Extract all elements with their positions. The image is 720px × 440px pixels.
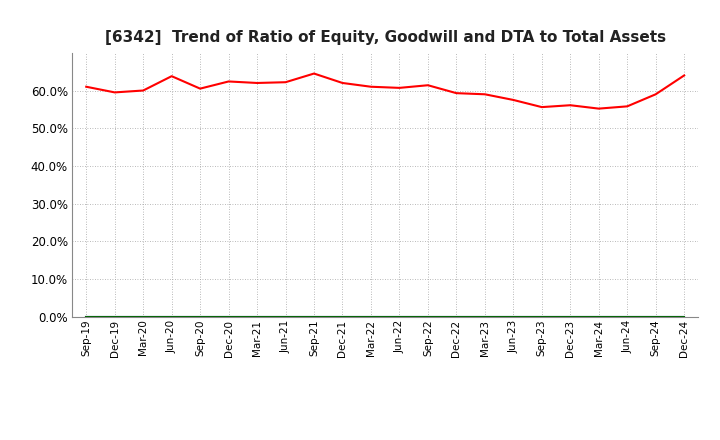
Equity xyxy=(282,80,290,85)
Equity xyxy=(652,92,660,97)
Goodwill xyxy=(167,314,176,319)
Goodwill xyxy=(225,314,233,319)
Goodwill xyxy=(680,314,688,319)
Deferred Tax Assets xyxy=(652,314,660,319)
Goodwill xyxy=(595,314,603,319)
Goodwill xyxy=(366,314,375,319)
Deferred Tax Assets xyxy=(282,314,290,319)
Goodwill xyxy=(652,314,660,319)
Deferred Tax Assets xyxy=(82,314,91,319)
Goodwill xyxy=(110,314,119,319)
Deferred Tax Assets xyxy=(480,314,489,319)
Equity xyxy=(338,81,347,86)
Equity xyxy=(680,73,688,78)
Line: Equity: Equity xyxy=(86,73,684,109)
Goodwill xyxy=(537,314,546,319)
Deferred Tax Assets xyxy=(509,314,518,319)
Equity xyxy=(110,90,119,95)
Deferred Tax Assets xyxy=(623,314,631,319)
Deferred Tax Assets xyxy=(366,314,375,319)
Goodwill xyxy=(480,314,489,319)
Equity xyxy=(253,81,261,86)
Deferred Tax Assets xyxy=(139,314,148,319)
Deferred Tax Assets xyxy=(423,314,432,319)
Equity xyxy=(395,85,404,91)
Goodwill xyxy=(423,314,432,319)
Equity xyxy=(196,86,204,91)
Equity xyxy=(225,79,233,84)
Goodwill xyxy=(310,314,318,319)
Goodwill xyxy=(139,314,148,319)
Equity xyxy=(366,84,375,89)
Equity xyxy=(537,104,546,110)
Goodwill xyxy=(196,314,204,319)
Deferred Tax Assets xyxy=(537,314,546,319)
Deferred Tax Assets xyxy=(253,314,261,319)
Equity xyxy=(509,97,518,103)
Equity xyxy=(595,106,603,111)
Goodwill xyxy=(452,314,461,319)
Deferred Tax Assets xyxy=(395,314,404,319)
Goodwill xyxy=(282,314,290,319)
Goodwill xyxy=(566,314,575,319)
Equity xyxy=(480,92,489,97)
Goodwill xyxy=(338,314,347,319)
Deferred Tax Assets xyxy=(338,314,347,319)
Equity xyxy=(310,71,318,76)
Deferred Tax Assets xyxy=(110,314,119,319)
Deferred Tax Assets xyxy=(310,314,318,319)
Equity xyxy=(423,83,432,88)
Goodwill xyxy=(395,314,404,319)
Title: [6342]  Trend of Ratio of Equity, Goodwill and DTA to Total Assets: [6342] Trend of Ratio of Equity, Goodwil… xyxy=(104,29,666,45)
Goodwill xyxy=(623,314,631,319)
Deferred Tax Assets xyxy=(680,314,688,319)
Equity xyxy=(139,88,148,93)
Deferred Tax Assets xyxy=(452,314,461,319)
Equity xyxy=(167,73,176,79)
Deferred Tax Assets xyxy=(595,314,603,319)
Equity xyxy=(452,91,461,96)
Goodwill xyxy=(82,314,91,319)
Deferred Tax Assets xyxy=(225,314,233,319)
Equity xyxy=(566,103,575,108)
Goodwill xyxy=(253,314,261,319)
Deferred Tax Assets xyxy=(196,314,204,319)
Equity xyxy=(623,104,631,109)
Deferred Tax Assets xyxy=(566,314,575,319)
Goodwill xyxy=(509,314,518,319)
Equity xyxy=(82,84,91,89)
Deferred Tax Assets xyxy=(167,314,176,319)
